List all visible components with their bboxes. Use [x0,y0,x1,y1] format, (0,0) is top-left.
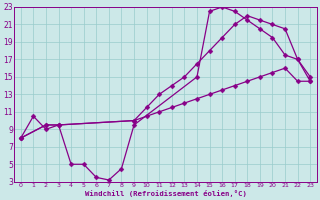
X-axis label: Windchill (Refroidissement éolien,°C): Windchill (Refroidissement éolien,°C) [84,190,246,197]
